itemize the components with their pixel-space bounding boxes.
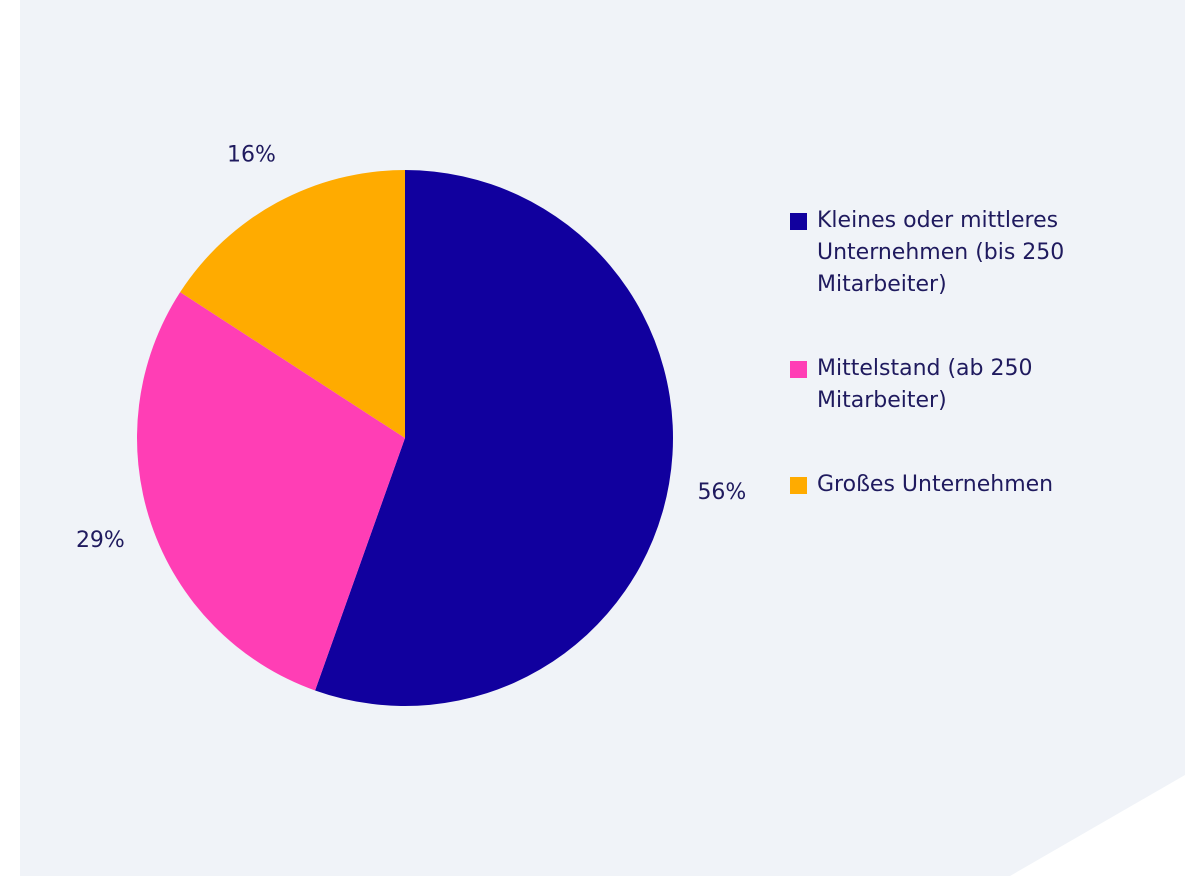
legend-item: Kleines oder mittleres Unternehmen (bis … <box>790 205 1120 301</box>
legend-label: Kleines oder mittleres Unternehmen (bis … <box>817 208 1065 297</box>
legend-item: Großes Unternehmen <box>790 469 1120 501</box>
legend-item: Mittelstand (ab 250 Mitarbeiter) <box>790 353 1120 417</box>
legend-label: Großes Unternehmen <box>817 472 1054 497</box>
legend-swatch <box>790 361 807 378</box>
pie-slice <box>137 292 405 691</box>
data-label: 29% <box>76 528 125 553</box>
pie-slice <box>315 170 674 707</box>
pie-slice <box>180 170 405 438</box>
legend: Kleines oder mittleres Unternehmen (bis … <box>790 205 1120 553</box>
legend-label: Mittelstand (ab 250 Mitarbeiter) <box>817 356 1033 413</box>
data-label: 16% <box>227 142 276 167</box>
data-label: 56% <box>697 480 746 505</box>
legend-swatch <box>790 477 807 494</box>
legend-swatch <box>790 213 807 230</box>
